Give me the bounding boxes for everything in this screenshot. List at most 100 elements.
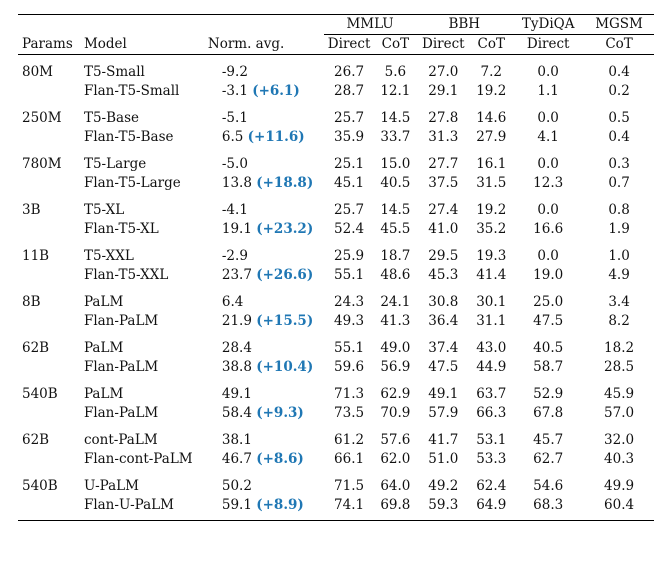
bbh-cot-cell: 19.2 [476, 83, 507, 99]
model-cell: T5-Small [83, 64, 145, 80]
model-cell: T5-XXL [83, 248, 134, 264]
params-cell: 540B [22, 478, 58, 494]
mmlu-direct-cell: 49.3 [334, 313, 365, 329]
table-row: Flan-T5-Large 13.8 (+18.8) 45.1 40.5 37.5 31.… [18, 174, 654, 193]
bbh-direct-cell: 31.3 [428, 129, 459, 145]
bbh-direct-cell: 27.4 [428, 202, 459, 218]
bbh-cot-cell: 30.1 [476, 294, 507, 310]
column-header-norm-avg: Norm. avg. [207, 35, 285, 52]
table-row: 80M T5-Small -9.2 26.7 5.6 27.0 7.2 0.0 0.4 [18, 55, 654, 83]
results-body: 80M T5-Small -9.2 26.7 5.6 27.0 7.2 0.0 0.4 Flan-… [18, 55, 654, 521]
results-table: MMLU BBH TyDiQA MGSM Params Model Norm. … [18, 14, 654, 521]
table-row: Flan-cont-PaLM 46.7 (+8.6) 66.1 62.0 51.0 53.… [18, 450, 654, 469]
norm-avg-value: -5.1 [221, 110, 248, 126]
mmlu-direct-cell: 26.7 [334, 64, 365, 80]
mmlu-cot-cell: 15.0 [380, 156, 411, 172]
mmlu-direct-cell: 25.9 [334, 248, 365, 264]
table-row: 8B PaLM 6.4 24.3 24.1 30.8 30.1 25.0 3.4 [18, 285, 654, 312]
table-row: 540B PaLM 49.1 71.3 62.9 49.1 63.7 52.9 45.9 [18, 377, 654, 404]
tydiqa-direct-cell: 25.0 [533, 294, 564, 310]
norm-avg-cell: -9.2 [204, 55, 324, 83]
mgsm-cot-cell: 0.4 [608, 129, 630, 145]
norm-avg-value: 38.8 [221, 359, 252, 375]
model-cell: PaLM [83, 386, 124, 402]
norm-avg-gain: (+11.6) [247, 129, 305, 145]
model-cell: Flan-T5-Small [83, 83, 180, 99]
mmlu-direct-cell: 35.9 [334, 129, 365, 145]
group-header-tydiqa: TyDiQA [512, 14, 585, 35]
norm-avg-value: -3.1 [221, 83, 248, 99]
mmlu-direct-cell: 24.3 [334, 294, 365, 310]
table-row: Flan-T5-XL 19.1 (+23.2) 52.4 45.5 41.0 35.2 16… [18, 220, 654, 239]
mgsm-cot-cell: 60.4 [604, 497, 635, 513]
mmlu-cot-cell: 14.5 [380, 110, 411, 126]
norm-avg-gain: (+6.1) [252, 83, 300, 99]
bbh-direct-cell: 30.8 [428, 294, 459, 310]
model-cell: Flan-T5-Large [83, 175, 181, 191]
norm-avg-gain: (+18.8) [256, 175, 314, 191]
norm-avg-cell: 23.7 (+26.6) [204, 266, 324, 285]
bbh-cot-cell: 27.9 [476, 129, 507, 145]
norm-avg-value: 38.1 [221, 432, 252, 448]
bbh-direct-cell: 47.5 [428, 359, 459, 375]
table-row: 62B PaLM 28.4 55.1 49.0 37.4 43.0 40.5 18.2 [18, 331, 654, 358]
bbh-direct-cell: 36.4 [428, 313, 459, 329]
norm-avg-value: 59.1 [221, 497, 252, 513]
mmlu-cot-cell: 69.8 [380, 497, 411, 513]
tydiqa-direct-cell: 1.1 [537, 83, 559, 99]
mgsm-cot-cell: 0.2 [608, 83, 630, 99]
model-cell: T5-XL [83, 202, 125, 218]
model-cell: T5-Base [83, 110, 139, 126]
bbh-cot-cell: 41.4 [476, 267, 507, 283]
params-cell: 8B [22, 294, 41, 310]
norm-avg-value: 50.2 [221, 478, 252, 494]
model-cell: T5-Large [83, 156, 147, 172]
mgsm-cot-cell: 0.4 [608, 64, 630, 80]
params-cell [18, 174, 80, 193]
tydiqa-direct-cell: 58.7 [533, 359, 564, 375]
params-cell [18, 496, 80, 521]
tydiqa-direct-cell: 0.0 [537, 110, 559, 126]
norm-avg-gain: (+23.2) [256, 221, 314, 237]
norm-avg-gain: (+8.6) [256, 451, 304, 467]
norm-avg-value: -9.2 [221, 64, 248, 80]
tydiqa-direct-cell: 40.5 [533, 340, 564, 356]
mgsm-cot-cell: 8.2 [608, 313, 630, 329]
mmlu-direct-cell: 55.1 [334, 267, 365, 283]
mgsm-cot-cell: 3.4 [608, 294, 630, 310]
tydiqa-direct-cell: 62.7 [533, 451, 564, 467]
bbh-cot-cell: 43.0 [476, 340, 507, 356]
column-header-mmlu-cot: CoT [381, 36, 410, 52]
bbh-cot-cell: 31.1 [476, 313, 507, 329]
column-header-mgsm-cot: CoT [605, 36, 633, 52]
mgsm-cot-cell: 45.9 [604, 386, 635, 402]
bbh-direct-cell: 27.0 [428, 64, 459, 80]
mmlu-cot-cell: 62.0 [380, 451, 411, 467]
params-cell: 62B [22, 340, 50, 356]
norm-avg-cell: 19.1 (+23.2) [204, 220, 324, 239]
mmlu-direct-cell: 25.1 [334, 156, 365, 172]
params-cell: 250M [22, 110, 62, 126]
bbh-cot-cell: 66.3 [476, 405, 507, 421]
mmlu-direct-cell: 59.6 [334, 359, 365, 375]
bbh-direct-cell: 41.0 [428, 221, 459, 237]
mgsm-cot-cell: 1.9 [608, 221, 630, 237]
norm-avg-value: 6.5 [221, 129, 244, 145]
mgsm-cot-cell: 0.8 [608, 202, 630, 218]
norm-avg-value: 28.4 [221, 340, 252, 356]
norm-avg-cell: 6.5 (+11.6) [204, 128, 324, 147]
norm-avg-gain: (+10.4) [256, 359, 314, 375]
norm-avg-value: 19.1 [221, 221, 252, 237]
norm-avg-cell: 38.1 [204, 423, 324, 450]
norm-avg-value: -4.1 [221, 202, 248, 218]
params-cell: 11B [22, 248, 50, 264]
bbh-direct-cell: 49.2 [428, 478, 459, 494]
bbh-direct-cell: 29.5 [428, 248, 459, 264]
table-row: Flan-U-PaLM 59.1 (+8.9) 74.1 69.8 59.3 64.9 68… [18, 496, 654, 521]
norm-avg-cell: 21.9 (+15.5) [204, 312, 324, 331]
model-cell: PaLM [83, 294, 124, 310]
norm-avg-value: -5.0 [221, 156, 248, 172]
tydiqa-direct-cell: 0.0 [537, 202, 559, 218]
params-cell: 3B [22, 202, 41, 218]
mgsm-cot-cell: 0.5 [608, 110, 630, 126]
